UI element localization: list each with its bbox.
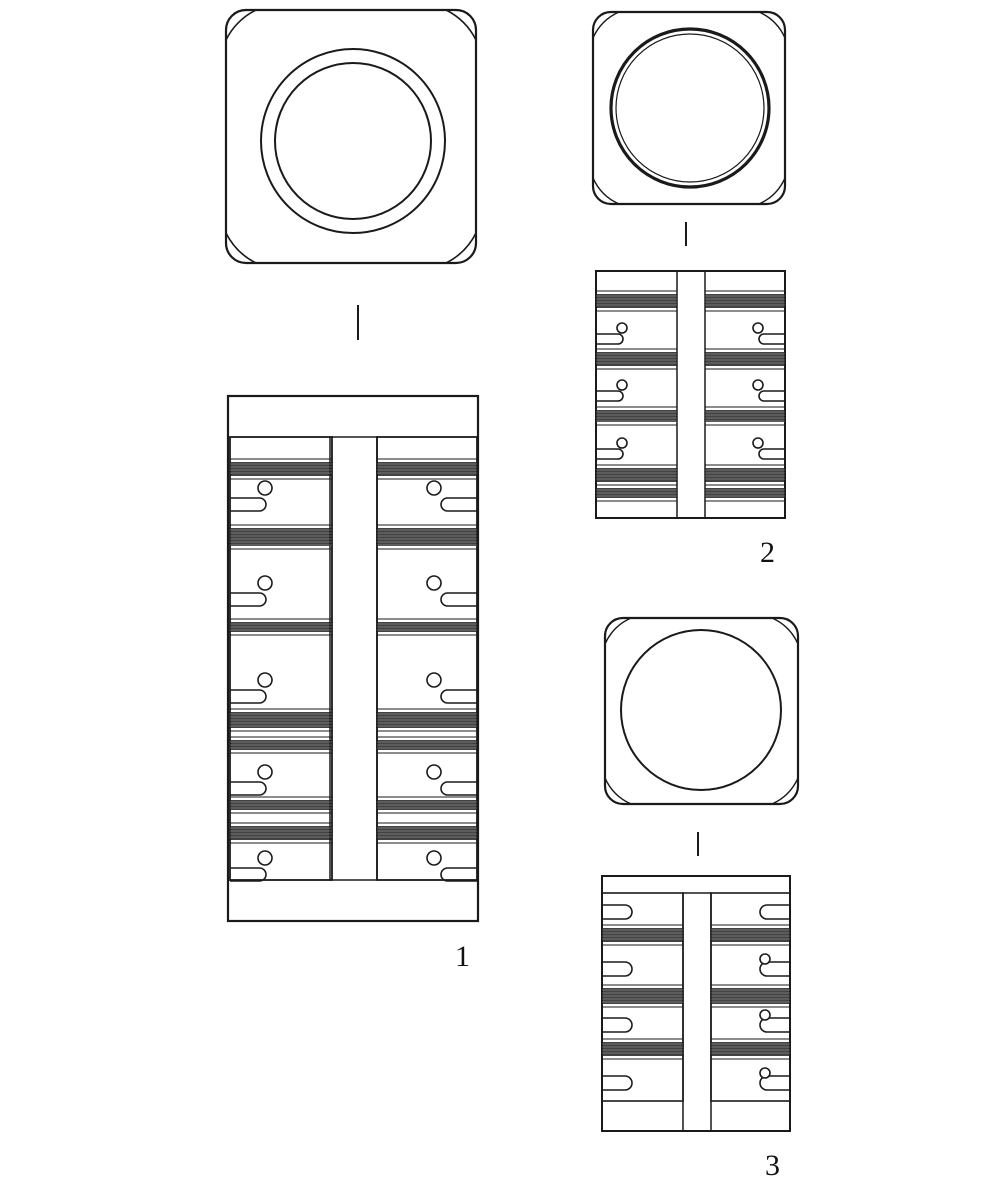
a2-right-dark-band [705,352,785,366]
artifact-2: 2 [591,10,787,569]
a3-right-ring-hole [759,1009,771,1021]
a2-right-slot [758,448,785,460]
artifact-1-label: 1 [455,940,470,973]
a3-right-dark-band [711,988,790,1004]
artifact-1-side-view [226,394,480,923]
a2-left-dark-band [596,294,677,308]
a2-left-dark-band [596,468,677,482]
a1-left-slot [230,867,267,882]
a2-right-slot [758,390,785,402]
artifact-2-top-view [591,10,787,206]
a1-right-ring-hole [426,480,442,496]
a1-left-slot [230,781,267,796]
a2-left-ring-hole [616,437,628,449]
a1-right-dark-band [377,622,477,632]
a3-left-dark-band [602,928,683,942]
a1-left-dark-band [230,712,332,728]
artifact-3-right-column [710,892,791,1102]
artifact-2-side-view [595,270,786,519]
a1-left-ring-hole [257,480,273,496]
artifact-3-left-column [601,892,684,1102]
a1-left-dark-band [230,800,332,810]
a3-right-ring-hole [759,953,771,965]
a2-right-dark-band [705,410,785,422]
a1-left-dark-band [230,826,332,840]
a2-left-ring-hole [616,379,628,391]
a1-right-ring-hole [426,850,442,866]
a3-left-slot [602,904,633,920]
a1-left-ring-hole [257,575,273,591]
artifact-3-label: 3 [765,1149,780,1182]
a1-left-slot [230,592,267,607]
a2-left-slot [597,333,624,345]
a1-left-slot [230,497,267,512]
a3-right-slot [759,904,790,920]
a1-left-dark-band [230,528,332,546]
artifact-3: 3 [601,616,800,1182]
a1-left-ring-hole [257,672,273,688]
a2-right-slot [758,333,785,345]
a2-left-dark-band [596,352,677,366]
a1-right-dark-band [377,740,477,750]
artifact-2-right-column [705,290,785,502]
a2-right-ring-hole [752,379,764,391]
artifact-2-label: 2 [760,536,775,569]
a1-right-dark-band [377,826,477,840]
a3-right-dark-band [711,1042,790,1056]
a1-right-dark-band [377,528,477,546]
a3-left-slot [602,1075,633,1091]
a2-right-dark-band [705,468,785,482]
a2-left-dark-band [596,488,677,498]
a1-right-dark-band [377,712,477,728]
a2-right-ring-hole [752,322,764,334]
a1-left-ring-hole [257,850,273,866]
a2-right-ring-hole [752,437,764,449]
a1-left-dark-band [230,462,332,476]
a2-left-dark-band [596,410,677,422]
a1-right-dark-band [377,462,477,476]
a1-right-slot [440,497,477,512]
a1-right-ring-hole [426,672,442,688]
a1-left-dark-band [230,740,332,750]
a1-right-dark-band [377,800,477,810]
a3-right-dark-band [711,928,790,942]
a1-right-slot [440,592,477,607]
artifact-3-top-view [603,616,800,806]
a1-right-ring-hole [426,575,442,591]
a1-right-slot [440,781,477,796]
artifact-3-side-view [601,875,791,1132]
a1-right-slot [440,689,477,704]
artifact-1-left-column [229,436,333,882]
a3-left-dark-band [602,1042,683,1056]
a2-right-dark-band [705,488,785,498]
a3-right-ring-hole [759,1067,771,1079]
a2-left-ring-hole [616,322,628,334]
a1-left-slot [230,689,267,704]
a3-left-slot [602,1017,633,1033]
a1-left-ring-hole [257,764,273,780]
a2-left-slot [597,448,624,460]
a2-left-slot [597,390,624,402]
a1-right-slot [440,867,477,882]
a1-right-ring-hole [426,764,442,780]
artifact-2-left-column [596,290,677,502]
a3-left-dark-band [602,988,683,1004]
a3-left-slot [602,961,633,977]
artifact-1-right-column [376,436,478,882]
artifact-1: 1 [224,8,480,973]
a2-right-dark-band [705,294,785,308]
a1-left-dark-band [230,622,332,632]
artifact-1-top-view [224,8,478,265]
